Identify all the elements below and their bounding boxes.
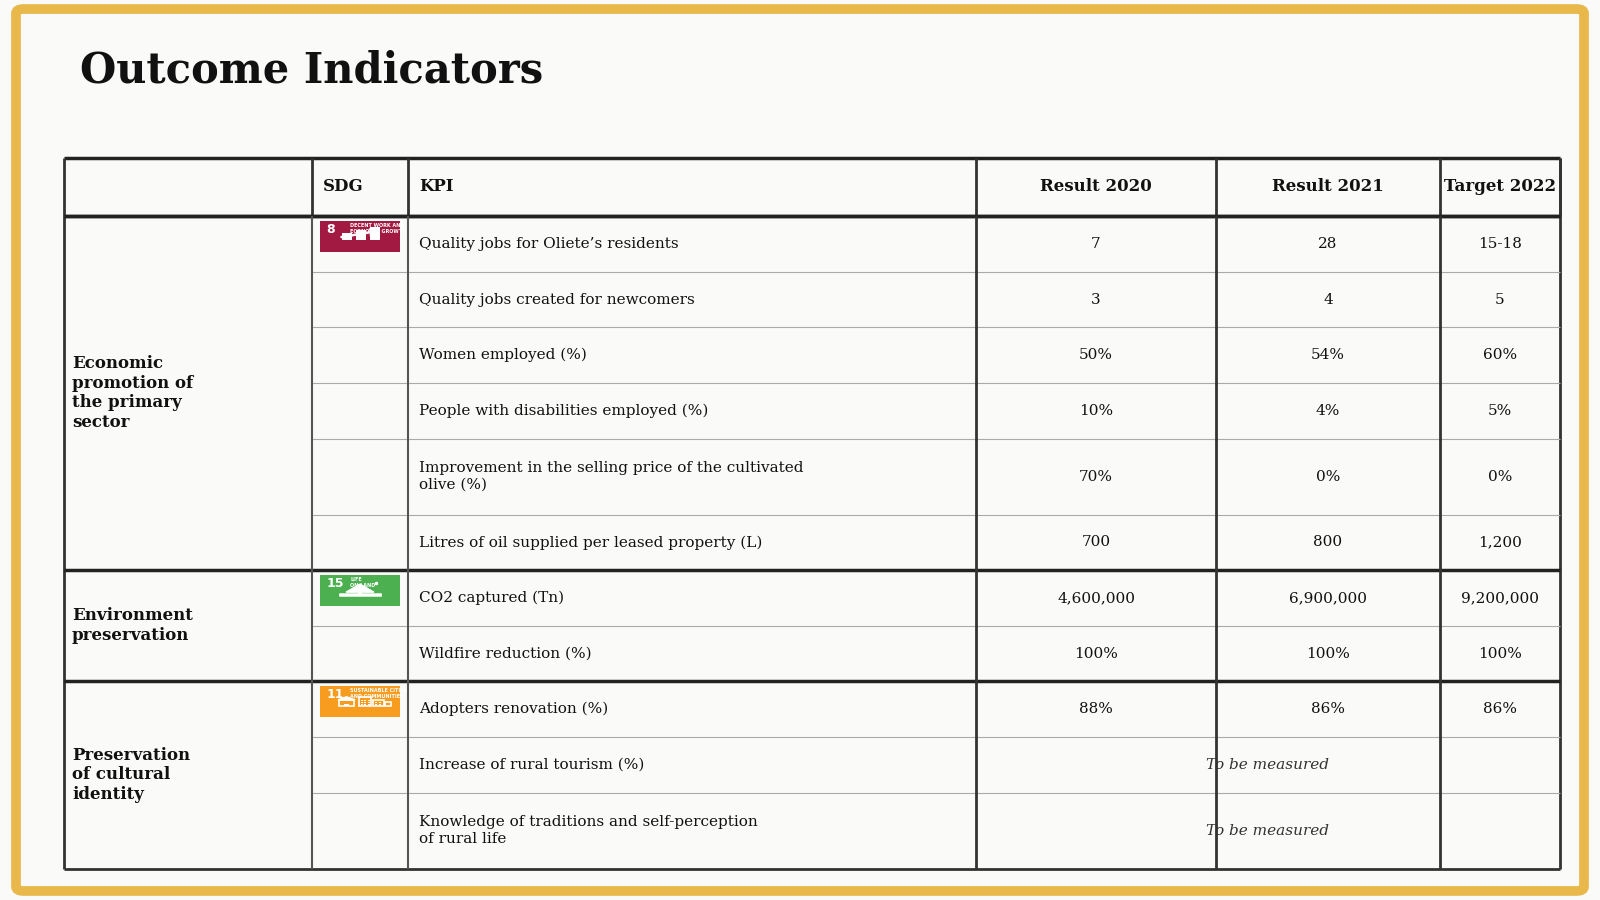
- Text: Target 2022: Target 2022: [1443, 178, 1557, 195]
- Bar: [344, 704, 349, 707]
- Text: 100%: 100%: [1306, 646, 1350, 661]
- Bar: [368, 704, 370, 706]
- Text: Wildfire reduction (%): Wildfire reduction (%): [419, 646, 592, 661]
- Text: Outcome Indicators: Outcome Indicators: [80, 50, 544, 92]
- Bar: [360, 702, 363, 703]
- Text: 8: 8: [326, 223, 334, 236]
- Text: 10%: 10%: [1078, 404, 1114, 418]
- Text: 54%: 54%: [1310, 348, 1346, 362]
- Bar: [374, 702, 378, 703]
- Bar: [320, 686, 400, 717]
- Text: 4%: 4%: [1315, 404, 1341, 418]
- Text: 50%: 50%: [1078, 348, 1114, 362]
- Text: 15-18: 15-18: [1478, 237, 1522, 251]
- Text: CO2 captured (Tn): CO2 captured (Tn): [419, 590, 565, 605]
- Bar: [360, 699, 363, 701]
- Text: LIFE
ON LAND: LIFE ON LAND: [350, 577, 376, 588]
- Bar: [360, 704, 363, 706]
- Text: 1,200: 1,200: [1478, 536, 1522, 549]
- Text: Result 2021: Result 2021: [1272, 178, 1384, 195]
- Bar: [358, 592, 362, 595]
- Text: Knowledge of traditions and self-perception
of rural life: Knowledge of traditions and self-percept…: [419, 815, 758, 846]
- Text: 88%: 88%: [1078, 702, 1114, 716]
- Text: To be measured: To be measured: [1206, 758, 1330, 772]
- Text: SUSTAINABLE CITIES
AND COMMUNITIES: SUSTAINABLE CITIES AND COMMUNITIES: [350, 688, 408, 699]
- Text: 100%: 100%: [1478, 646, 1522, 661]
- Bar: [370, 227, 381, 239]
- Text: Preservation
of cultural
identity: Preservation of cultural identity: [72, 747, 190, 803]
- Bar: [379, 705, 381, 706]
- Text: 0%: 0%: [1488, 470, 1512, 483]
- Text: Women employed (%): Women employed (%): [419, 348, 587, 363]
- Text: SDG: SDG: [323, 178, 363, 195]
- Polygon shape: [346, 584, 374, 592]
- Text: Economic
promotion of
the primary
sector: Economic promotion of the primary sector: [72, 356, 194, 431]
- Text: Improvement in the selling price of the cultivated
olive (%): Improvement in the selling price of the …: [419, 462, 803, 491]
- Bar: [320, 220, 400, 252]
- Text: 86%: 86%: [1310, 702, 1346, 716]
- Text: 3: 3: [1091, 292, 1101, 307]
- Bar: [368, 699, 370, 701]
- Text: 4: 4: [1323, 292, 1333, 307]
- Bar: [373, 700, 384, 706]
- Text: 700: 700: [1082, 536, 1110, 549]
- Text: KPI: KPI: [419, 178, 454, 195]
- Bar: [374, 705, 378, 706]
- Text: 5: 5: [1494, 292, 1506, 307]
- Bar: [320, 574, 400, 606]
- Text: Quality jobs for Oliete’s residents: Quality jobs for Oliete’s residents: [419, 237, 678, 251]
- Bar: [384, 702, 392, 706]
- Text: 86%: 86%: [1483, 702, 1517, 716]
- Text: Environment
preservation: Environment preservation: [72, 608, 194, 644]
- Text: 5%: 5%: [1488, 404, 1512, 418]
- FancyBboxPatch shape: [16, 9, 1584, 891]
- Text: 60%: 60%: [1483, 348, 1517, 362]
- Text: 9,200,000: 9,200,000: [1461, 591, 1539, 605]
- Bar: [339, 700, 355, 706]
- Bar: [357, 230, 366, 239]
- Text: Quality jobs created for newcomers: Quality jobs created for newcomers: [419, 292, 694, 307]
- Text: People with disabilities employed (%): People with disabilities employed (%): [419, 404, 709, 418]
- Bar: [358, 698, 371, 706]
- Text: Increase of rural tourism (%): Increase of rural tourism (%): [419, 758, 645, 772]
- Text: 0%: 0%: [1315, 470, 1341, 483]
- Text: 15: 15: [326, 577, 344, 590]
- Bar: [379, 702, 381, 703]
- Text: Result 2020: Result 2020: [1040, 178, 1152, 195]
- Text: Litres of oil supplied per leased property (L): Litres of oil supplied per leased proper…: [419, 536, 763, 550]
- Text: Adopters renovation (%): Adopters renovation (%): [419, 702, 608, 716]
- Text: 100%: 100%: [1074, 646, 1118, 661]
- Text: 4,600,000: 4,600,000: [1058, 591, 1134, 605]
- Bar: [368, 702, 370, 703]
- Bar: [342, 233, 352, 239]
- Bar: [365, 702, 366, 703]
- Text: 28: 28: [1318, 237, 1338, 251]
- Text: 6,900,000: 6,900,000: [1290, 591, 1366, 605]
- Text: To be measured: To be measured: [1206, 824, 1330, 838]
- Polygon shape: [338, 697, 355, 700]
- Bar: [365, 699, 366, 701]
- Text: 70%: 70%: [1078, 470, 1114, 483]
- Bar: [365, 704, 366, 706]
- Text: 800: 800: [1314, 536, 1342, 549]
- Text: 7: 7: [1091, 237, 1101, 251]
- Text: DECENT WORK AND
ECONOMIC GROWTH: DECENT WORK AND ECONOMIC GROWTH: [350, 223, 406, 234]
- Text: 11: 11: [326, 688, 344, 701]
